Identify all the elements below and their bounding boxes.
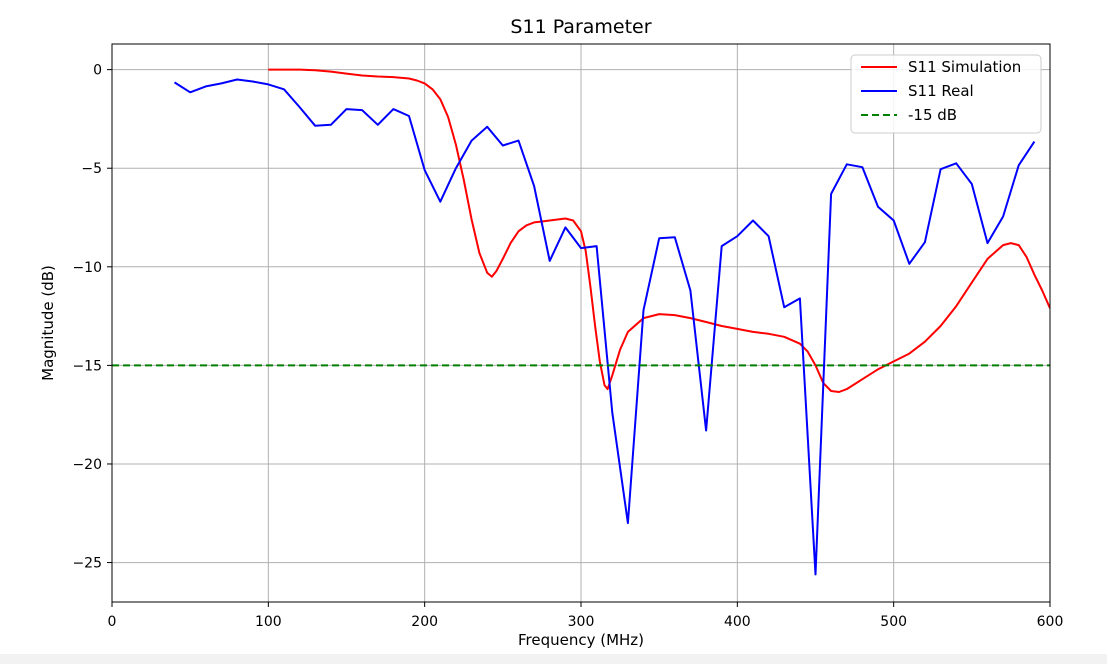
legend-label: S11 Simulation: [908, 58, 1021, 76]
legend-label: S11 Real: [908, 82, 974, 100]
x-tick-label: 300: [568, 614, 595, 630]
y-tick-label: −15: [72, 358, 102, 374]
bottom-strip: [0, 654, 1107, 664]
legend-label: -15 dB: [908, 106, 957, 124]
y-tick-label: −20: [72, 457, 102, 473]
legend-box: [850, 54, 1042, 134]
axis-ticks: 0 100 200 300 400 500 600 0 −5 −10 −15 −20 −25: [72, 63, 1063, 630]
y-axis-label: Magnitude (dB): [39, 265, 57, 381]
x-tick-label: 100: [255, 614, 282, 630]
series-line-s11-real: [173, 78, 1036, 576]
x-tick-label: 400: [724, 614, 751, 630]
series-line-s11-simulation: [268, 68, 1050, 393]
x-tick-label: 500: [880, 614, 907, 630]
x-tick-label: 0: [108, 614, 117, 630]
x-tick-label: 600: [1037, 614, 1064, 630]
y-tick-label: 0: [93, 63, 102, 79]
x-axis-label: Frequency (MHz): [518, 631, 644, 649]
x-tick-label: 200: [411, 614, 438, 630]
y-tick-label: −10: [72, 260, 102, 276]
y-tick-label: −25: [72, 556, 102, 572]
legend: S11 Simulation S11 Real -15 dB: [850, 54, 1042, 134]
chart-title: S11 Parameter: [510, 16, 651, 38]
y-tick-label: −5: [81, 161, 102, 177]
series-layer: [112, 68, 1050, 576]
